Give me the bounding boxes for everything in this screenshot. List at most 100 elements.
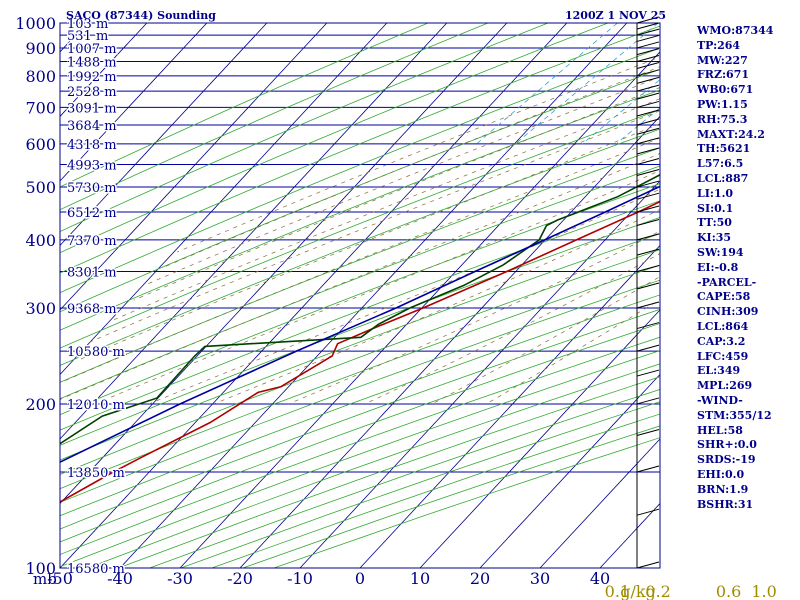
plot-frame <box>59 22 661 569</box>
temperature-tick-label: -30 <box>167 569 193 588</box>
mixing-ratio-label: 1.0 <box>751 582 776 600</box>
height-level-label: 10580 m <box>67 345 125 360</box>
wind-barb <box>636 16 660 24</box>
isotherm-line <box>359 244 660 568</box>
index-item: -PARCEL- <box>697 275 757 289</box>
dry-adiabat <box>60 294 660 517</box>
temperature-tick-label: -20 <box>227 569 253 588</box>
isotherm-line <box>60 23 148 117</box>
wind-barb <box>636 109 660 117</box>
isotherm-line <box>60 23 388 376</box>
sounding-time: 1200Z 1 NOV 25 <box>565 9 667 22</box>
height-level-label: 531 m <box>67 29 108 44</box>
height-level-label: 9368 m <box>67 302 117 317</box>
index-item: MPL:269 <box>697 379 753 393</box>
temperature-tick-label: 0 <box>355 569 365 588</box>
index-item: SW:194 <box>697 245 744 259</box>
height-level-label: 7370 m <box>67 234 117 249</box>
dry-adiabat <box>60 249 660 475</box>
index-item: KI:35 <box>697 231 732 245</box>
temperature-tick-label: -10 <box>287 569 313 588</box>
index-item: BRN:1.9 <box>697 482 749 496</box>
dry-adiabat <box>60 23 489 211</box>
wind-barb <box>636 54 660 62</box>
index-item: TP:264 <box>697 38 741 52</box>
wind-barb <box>636 322 660 330</box>
index-item: LI:1.0 <box>697 186 734 200</box>
wind-barb <box>636 92 660 100</box>
isotherm-line <box>60 23 328 311</box>
dry-adiabat <box>60 279 660 503</box>
pressure-unit-label: mb <box>33 570 57 588</box>
height-level-label: 12010 m <box>67 398 125 413</box>
wind-barb <box>636 233 660 241</box>
index-item: CINH:309 <box>697 305 759 319</box>
moist-adiabat <box>161 66 660 269</box>
wind-barb <box>636 169 660 176</box>
height-level-label: 4318 m <box>67 138 117 153</box>
dry-adiabat <box>60 165 660 400</box>
wind-barb <box>636 127 660 135</box>
series-temperature-line <box>60 200 660 503</box>
wind-barb <box>636 180 660 188</box>
index-item: -WIND- <box>697 393 743 407</box>
mixing-unit-label: g/kg <box>620 582 656 600</box>
wind-barb <box>636 100 660 108</box>
wind-barb <box>636 22 660 30</box>
isotherm-line <box>60 23 508 505</box>
moist-adiabat <box>90 110 660 343</box>
index-item: PW:1.15 <box>697 97 748 111</box>
wind-barb <box>636 219 660 227</box>
isotherm-line <box>60 23 448 440</box>
wind-barb <box>636 192 660 200</box>
height-level-label: 103 m <box>67 17 108 32</box>
temperature-tick-label: 20 <box>470 569 490 588</box>
isotherm-line <box>60 23 268 247</box>
mixing-ratio-label: 0.2 <box>645 582 670 600</box>
dry-adiabat <box>60 128 660 366</box>
index-item: BSHR:31 <box>697 497 754 511</box>
mixing-ratio-line <box>515 23 659 145</box>
dry-adiabat <box>60 183 660 416</box>
index-item: LCL:887 <box>697 171 749 185</box>
pressure-tick-label: 1000 <box>15 14 56 33</box>
index-item: STM:355/12 <box>697 408 772 422</box>
temperature-tick-label: -50 <box>47 569 73 588</box>
height-level-label: 2528 m <box>67 85 117 100</box>
index-item: TH:5621 <box>697 142 751 156</box>
wind-barb <box>636 282 660 290</box>
height-level-label: 16580 m <box>67 562 125 577</box>
index-item: RH:75.3 <box>697 112 748 126</box>
wind-barb <box>636 118 660 126</box>
wind-barb <box>636 147 660 155</box>
index-item: CAP:3.2 <box>697 334 746 348</box>
pressure-tick-label: 100 <box>25 559 56 578</box>
pressure-tick-label: 200 <box>25 395 56 414</box>
chart-title: SACO (87344) Sounding <box>66 9 216 22</box>
isotherm-line <box>479 373 660 568</box>
index-item: MAXT:24.2 <box>697 127 765 141</box>
index-item: EHI:0.0 <box>697 467 745 481</box>
dry-adiabat <box>60 200 660 431</box>
wind-barb <box>636 248 660 256</box>
height-level-label: 13850 m <box>67 466 125 481</box>
isotherm-line <box>179 51 660 568</box>
index-item: SI:0.1 <box>697 201 734 215</box>
index-item: L57:6.5 <box>697 157 744 171</box>
temperature-tick-label: 40 <box>590 569 610 588</box>
moist-adiabat <box>60 153 660 400</box>
pressure-tick-label: 500 <box>25 178 56 197</box>
height-level-label: 3684 m <box>67 119 117 134</box>
index-item: WMO:87344 <box>697 24 774 37</box>
wind-barb <box>636 41 660 49</box>
index-item: WB0:671 <box>697 83 754 97</box>
wind-barb <box>636 158 660 165</box>
series-parcel-line <box>60 185 660 463</box>
index-item: LFC:459 <box>697 349 749 363</box>
wind-barb <box>636 561 660 569</box>
wind-barb <box>636 397 660 405</box>
mixing-ratio-line <box>476 23 618 145</box>
height-level-label: 1007 m <box>67 42 117 57</box>
height-level-label: 8301 m <box>67 265 117 280</box>
